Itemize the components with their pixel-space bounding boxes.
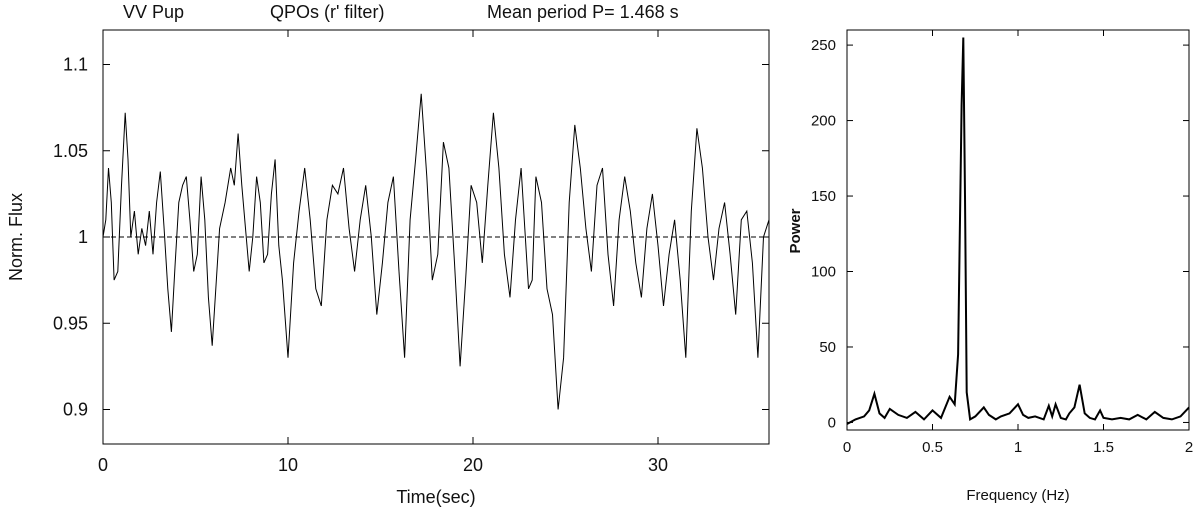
x-tick-label: 0.5 [922, 439, 943, 456]
y-tick-label: 0 [828, 414, 836, 431]
y-tick-label: 1.05 [53, 141, 88, 161]
power-spectrum-series [846, 37, 1190, 425]
x-tick-label: 1.5 [1093, 439, 1114, 456]
x-tick-label: 1 [1014, 439, 1022, 456]
y-tick-label: 200 [811, 113, 836, 130]
power-spectrum-x-axis-label: Frequency (Hz) [966, 487, 1069, 504]
x-tick-label: 0 [98, 455, 108, 475]
y-tick-label: 250 [811, 37, 836, 54]
x-tick-label: 0 [843, 439, 851, 456]
y-tick-label: 50 [819, 339, 836, 356]
light-curve-series [102, 93, 770, 410]
light-curve-axes: 0 10 20 30 0.9 0.95 1 1.05 1.1 [53, 30, 769, 475]
object-name-label: VV Pup [123, 2, 185, 22]
x-tick-label: 10 [278, 455, 298, 475]
y-tick-label: 0.95 [53, 313, 88, 333]
power-spectrum-plot-frame [846, 29, 1190, 431]
y-tick-label: 1.1 [63, 55, 88, 75]
y-tick-label: 150 [811, 188, 836, 205]
power-spectrum-y-axis-label: Power [787, 208, 804, 253]
y-tick-label: 0.9 [63, 400, 88, 420]
x-tick-label: 30 [648, 455, 668, 475]
power-spectrum-axes: 0 0.5 1 1.5 2 0 50 100 150 200 250 [811, 30, 1193, 456]
light-curve-x-axis-label: Time(sec) [396, 487, 475, 507]
light-curve-y-axis-label: Norm. Flux [6, 193, 26, 281]
light-curve-chart: 0 10 20 30 0.9 0.95 1 1.05 1.1 Time(sec) Norm. F… [6, 29, 770, 507]
x-tick-label: 20 [463, 455, 483, 475]
y-tick-label: 100 [811, 264, 836, 281]
y-tick-label: 1 [78, 227, 88, 247]
x-tick-label: 2 [1185, 439, 1193, 456]
filter-label: QPOs (r' filter) [270, 2, 385, 22]
mean-period-label: Mean period P= 1.468 s [487, 2, 679, 22]
